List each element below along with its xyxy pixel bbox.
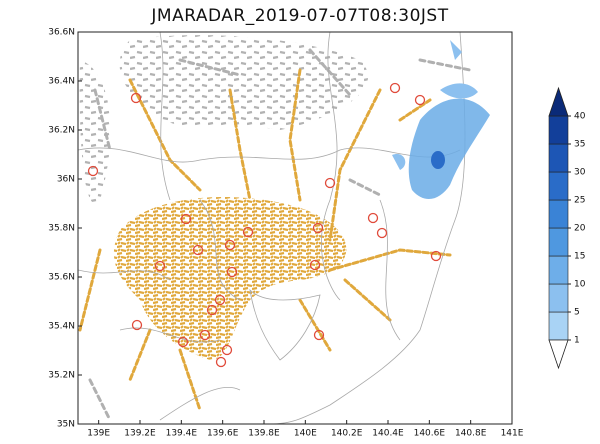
orange-area [113, 197, 347, 360]
colorbar-label: 10 [574, 280, 586, 290]
x-tick-label: 139E [87, 429, 110, 439]
road-segments [78, 68, 452, 412]
colorbar-segment [548, 227, 569, 257]
boundary [78, 32, 461, 343]
y-tick-label: 35N [57, 420, 75, 430]
colorbar-segment [548, 199, 569, 229]
y-tick-label: 35.2N [48, 371, 75, 381]
colorbar-segment [548, 311, 569, 341]
colorbar-label: 25 [574, 196, 585, 206]
map-layer [78, 32, 490, 424]
colorbar-segment [548, 283, 569, 313]
colorbar-segment [548, 171, 569, 201]
x-tick-label: 139.8E [248, 429, 280, 439]
y-tick-label: 36N [57, 175, 75, 185]
y-tick-label: 35.6N [48, 273, 75, 283]
x-tick-label: 141E [501, 429, 524, 439]
stations [87, 82, 442, 368]
gray-area [119, 35, 369, 130]
colorbar-label: 5 [574, 308, 580, 318]
colorbar-label: 40 [574, 112, 586, 122]
colorbar-segment [548, 255, 569, 285]
radar-echo [408, 98, 490, 200]
y-tick-label: 36.2N [48, 126, 75, 136]
colorbar-label: 30 [574, 168, 586, 178]
x-tick-label: 140.2E [331, 429, 363, 439]
x-tick-label: 140.4E [372, 429, 404, 439]
x-tick-label: 140E [294, 429, 317, 439]
x-tick-label: 139.2E [124, 429, 156, 439]
colorbar-segment [548, 143, 569, 173]
radar-echo [392, 40, 478, 170]
y-tick-label: 36.6N [48, 28, 75, 38]
colorbar-segment [548, 115, 569, 145]
colorbar-label: 15 [574, 252, 585, 262]
x-tick-label: 139.4E [166, 429, 198, 439]
gray-segments [88, 48, 472, 422]
colorbar-label: 35 [574, 140, 585, 150]
map-title: JMARADAR_2019-07-07T08:30JST [150, 6, 448, 26]
y-tick-label: 36.4N [48, 77, 75, 87]
colorbar-over [548, 86, 569, 117]
colorbar-label: 1 [574, 336, 580, 346]
y-tick-label: 35.8N [48, 224, 75, 234]
colorbar-label: 20 [574, 224, 586, 234]
x-tick-label: 140.6E [414, 429, 446, 439]
y-tick-label: 35.4N [48, 322, 75, 332]
colorbar-under [548, 339, 569, 370]
gray-area [79, 60, 111, 204]
x-tick-label: 139.6E [207, 429, 239, 439]
radar-core [431, 151, 445, 169]
x-tick-label: 140.8E [455, 429, 487, 439]
